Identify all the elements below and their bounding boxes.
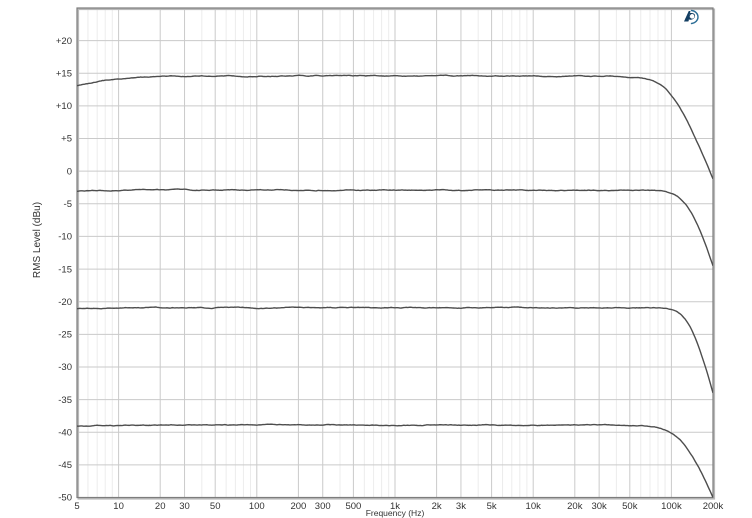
svg-text:-45: -45 [58, 460, 72, 471]
svg-text:-40: -40 [58, 427, 72, 438]
svg-text:500: 500 [345, 501, 361, 512]
svg-text:20: 20 [155, 501, 166, 512]
svg-text:Frequency (Hz): Frequency (Hz) [366, 508, 425, 518]
svg-text:-50: -50 [58, 493, 72, 504]
svg-text:100k: 100k [661, 501, 682, 512]
svg-text:200k: 200k [703, 501, 724, 512]
svg-text:50k: 50k [622, 501, 638, 512]
svg-text:-20: -20 [58, 297, 72, 308]
svg-text:3k: 3k [456, 501, 466, 512]
svg-text:-25: -25 [58, 330, 72, 341]
svg-text:30k: 30k [591, 501, 607, 512]
svg-text:RMS Level (dBu): RMS Level (dBu) [32, 202, 43, 278]
svg-text:10: 10 [113, 501, 124, 512]
svg-text:0: 0 [67, 166, 72, 177]
svg-text:100: 100 [249, 501, 265, 512]
svg-text:2k: 2k [432, 501, 442, 512]
svg-text:5: 5 [74, 501, 79, 512]
svg-text:20k: 20k [567, 501, 583, 512]
svg-text:200: 200 [290, 501, 306, 512]
svg-text:+20: +20 [56, 36, 72, 47]
svg-text:-5: -5 [64, 199, 72, 210]
svg-text:+5: +5 [61, 134, 72, 145]
svg-text:50: 50 [210, 501, 221, 512]
svg-text:10k: 10k [526, 501, 542, 512]
svg-text:-10: -10 [58, 232, 72, 243]
svg-text:5k: 5k [487, 501, 497, 512]
svg-text:-35: -35 [58, 395, 72, 406]
svg-text:-30: -30 [58, 362, 72, 373]
svg-text:+15: +15 [56, 68, 72, 79]
svg-text:+10: +10 [56, 101, 72, 112]
svg-text:300: 300 [315, 501, 331, 512]
svg-text:-15: -15 [58, 264, 72, 275]
svg-text:30: 30 [179, 501, 190, 512]
